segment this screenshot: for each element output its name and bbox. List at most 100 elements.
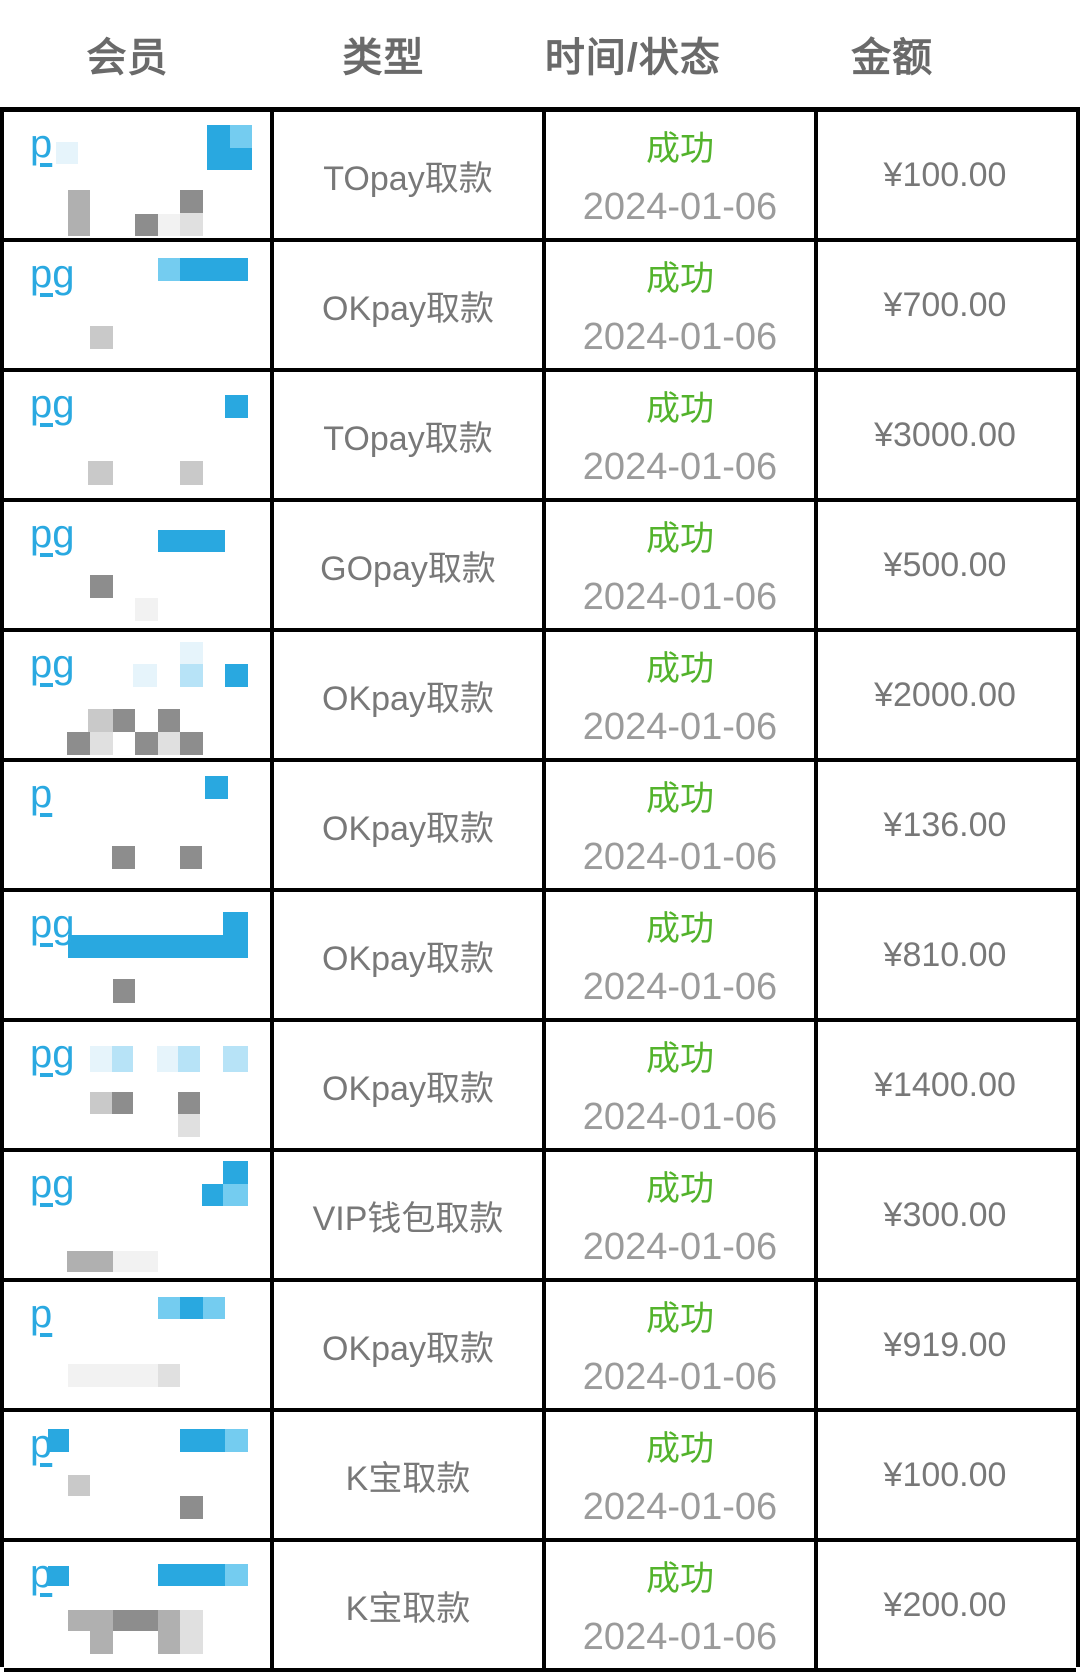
amount-cell: ¥100.00 — [814, 1412, 1072, 1538]
mosaic-block — [180, 213, 203, 236]
member-username-link[interactable]: pg — [30, 512, 75, 556]
mosaic-block — [180, 1610, 203, 1654]
table-header: 会员 类型 时间/状态 金额 — [0, 0, 1080, 107]
mosaic-block — [113, 1610, 158, 1631]
member-cell: p — [4, 1412, 270, 1538]
mosaic-block — [158, 214, 180, 236]
mosaic-block — [178, 1092, 200, 1114]
amount-value: ¥200.00 — [883, 1585, 1007, 1624]
date-label: 2024-01-06 — [582, 1226, 778, 1268]
amount-value: ¥100.00 — [883, 1455, 1007, 1494]
member-username-link[interactable]: p — [30, 1422, 53, 1466]
member-username-link[interactable]: p — [30, 1292, 53, 1336]
type-cell: TOpay取款 — [270, 372, 542, 498]
mosaic-block — [135, 598, 158, 621]
member-username-link[interactable]: pg — [30, 1032, 75, 1076]
member-username-link[interactable]: pg — [30, 642, 75, 686]
member-username-link[interactable]: pg — [30, 902, 75, 946]
type-cell: GOpay取款 — [270, 502, 542, 628]
mosaic-block — [158, 1297, 180, 1319]
time-status-cell: 成功 2024-01-06 — [542, 892, 814, 1018]
type-cell: TOpay取款 — [270, 112, 542, 238]
member-cell: pg — [4, 632, 270, 758]
amount-value: ¥700.00 — [883, 285, 1007, 324]
mosaic-block — [88, 709, 113, 732]
mosaic-block — [90, 326, 113, 349]
mosaic-block — [90, 575, 113, 598]
amount-cell: ¥1400.00 — [814, 1022, 1072, 1148]
table-row: pg VIP钱包取款 成功 2024-01-06 ¥300.00 — [4, 1152, 1076, 1282]
amount-cell: ¥200.00 — [814, 1542, 1072, 1668]
type-label: OKpay取款 — [322, 809, 494, 848]
member-cell: p — [4, 762, 270, 888]
member-username-link[interactable]: pg — [30, 252, 75, 296]
mosaic-block — [112, 1046, 133, 1072]
mosaic-block — [48, 1566, 69, 1586]
type-cell: OKpay取款 — [270, 632, 542, 758]
status-badge: 成功 — [646, 1040, 714, 1078]
mosaic-block — [90, 1046, 112, 1072]
mosaic-block — [180, 664, 203, 687]
member-cell: pg — [4, 892, 270, 1018]
table-row: p K宝取款 成功 2024-01-06 ¥100.00 — [4, 1412, 1076, 1542]
mosaic-block — [88, 461, 113, 485]
member-username-link[interactable]: p — [30, 772, 53, 816]
type-cell: OKpay取款 — [270, 892, 542, 1018]
header-amount: 金额 — [851, 35, 934, 80]
time-status-cell: 成功 2024-01-06 — [542, 1152, 814, 1278]
amount-cell: ¥2000.00 — [814, 632, 1072, 758]
amount-cell: ¥700.00 — [814, 242, 1072, 368]
withdrawal-table: p TOpay取款 成功 2024-01-06 ¥100.00 pg OKpay… — [0, 107, 1080, 1672]
date-label: 2024-01-06 — [582, 446, 778, 488]
mosaic-block — [180, 642, 203, 664]
member-username-link[interactable]: p — [30, 1552, 53, 1596]
mosaic-block — [225, 1564, 248, 1586]
status-badge: 成功 — [646, 520, 714, 558]
mosaic-block — [230, 148, 252, 170]
member-cell: pg — [4, 502, 270, 628]
mosaic-block — [90, 732, 113, 755]
amount-cell: ¥136.00 — [814, 762, 1072, 888]
mosaic-block — [112, 1092, 133, 1114]
member-username-link[interactable]: pg — [30, 382, 75, 426]
type-cell: K宝取款 — [270, 1412, 542, 1538]
table-row: pg OKpay取款 成功 2024-01-06 ¥2000.00 — [4, 632, 1076, 762]
mosaic-block — [230, 125, 252, 148]
mosaic-block — [68, 190, 90, 236]
type-cell: OKpay取款 — [270, 1022, 542, 1148]
mosaic-block — [158, 1610, 180, 1654]
status-badge: 成功 — [646, 650, 714, 688]
date-label: 2024-01-06 — [582, 576, 778, 618]
mosaic-block — [223, 1046, 248, 1072]
time-status-cell: 成功 2024-01-06 — [542, 632, 814, 758]
mosaic-block — [205, 776, 228, 799]
member-username-link[interactable]: p — [30, 122, 53, 166]
mosaic-block — [202, 1184, 223, 1206]
mosaic-block — [180, 846, 202, 869]
type-label: OKpay取款 — [322, 1069, 494, 1108]
status-badge: 成功 — [646, 130, 714, 168]
time-status-cell: 成功 2024-01-06 — [542, 502, 814, 628]
member-username-link[interactable]: pg — [30, 1162, 75, 1206]
mosaic-block — [135, 732, 158, 755]
mosaic-block — [158, 530, 225, 552]
mosaic-block — [133, 664, 157, 687]
type-label: OKpay取款 — [322, 1329, 494, 1368]
type-cell: VIP钱包取款 — [270, 1152, 542, 1278]
mosaic-block — [67, 732, 90, 755]
time-status-cell: 成功 2024-01-06 — [542, 1412, 814, 1538]
type-label: OKpay取款 — [322, 289, 494, 328]
mosaic-block — [48, 1429, 69, 1452]
amount-value: ¥810.00 — [883, 935, 1007, 974]
header-type: 类型 — [342, 35, 425, 80]
table-row: pg GOpay取款 成功 2024-01-06 ¥500.00 — [4, 502, 1076, 632]
time-status-cell: 成功 2024-01-06 — [542, 242, 814, 368]
time-status-cell: 成功 2024-01-06 — [542, 762, 814, 888]
header-time-status: 时间/状态 — [544, 35, 721, 80]
table-row: pg OKpay取款 成功 2024-01-06 ¥700.00 — [4, 242, 1076, 372]
member-cell: pg — [4, 1022, 270, 1148]
table-row: p TOpay取款 成功 2024-01-06 ¥100.00 — [4, 112, 1076, 242]
mosaic-block — [90, 1610, 113, 1654]
header-member: 会员 — [86, 35, 169, 80]
